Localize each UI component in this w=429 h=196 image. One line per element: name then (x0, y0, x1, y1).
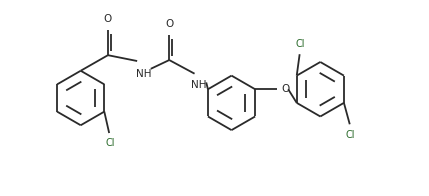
Text: Cl: Cl (296, 38, 305, 48)
Text: NH: NH (191, 80, 206, 90)
Text: NH: NH (136, 69, 152, 79)
Text: Cl: Cl (106, 138, 115, 148)
Text: O: O (104, 14, 112, 24)
Text: Cl: Cl (346, 130, 356, 140)
Text: O: O (165, 19, 173, 29)
Text: O: O (281, 84, 290, 94)
